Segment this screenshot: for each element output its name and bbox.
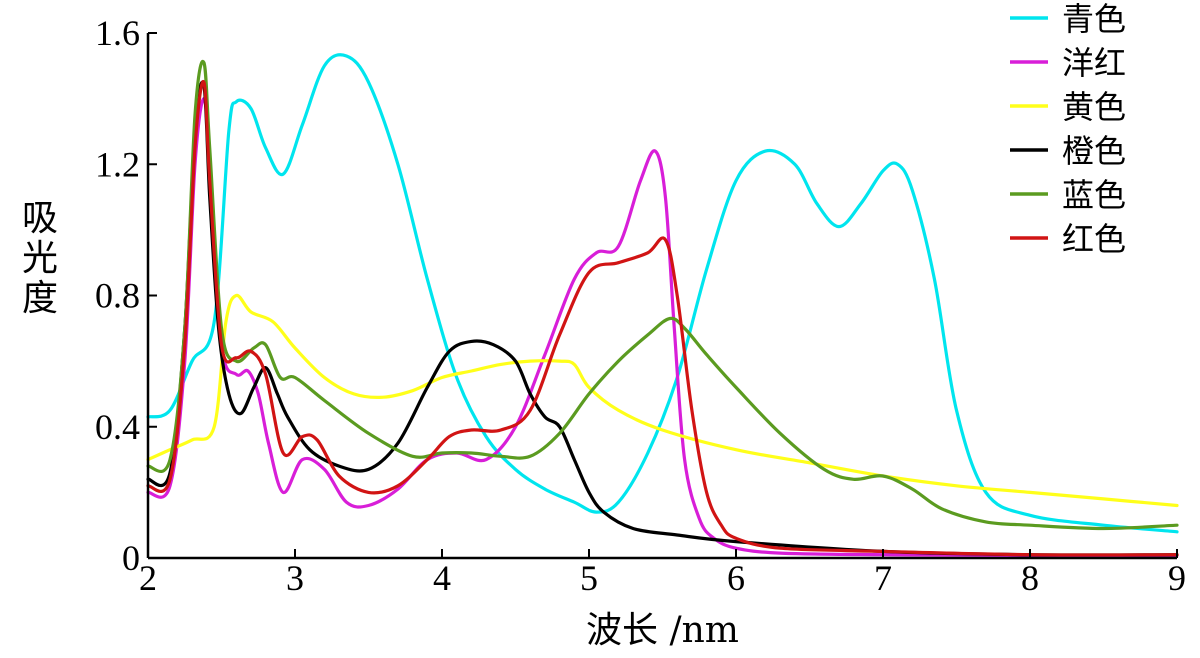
x-tick-label: 2: [139, 558, 157, 598]
y-tick-label: 0: [122, 538, 140, 578]
series-line-orange: [146, 80, 1179, 557]
y-ticks: 0 0.4 0.8 1.2 1.6: [95, 13, 157, 578]
y-tick-label: 1.2: [95, 144, 140, 184]
legend-label-red: 红色: [1062, 220, 1126, 258]
series-line-blue: [146, 59, 1179, 531]
axes: [146, 33, 1177, 560]
y-axis-title-char: 吸: [22, 198, 58, 239]
x-tick-label: 7: [874, 558, 892, 598]
x-tick-label: 9: [1168, 558, 1186, 598]
legend-label-blue: 蓝色: [1062, 176, 1126, 214]
series-line-magenta: [146, 97, 1179, 558]
y-axis-title-char: 光: [22, 238, 58, 279]
x-ticks: 2 3 4 5 6 7 8 9: [139, 549, 1186, 598]
plot-lines: [146, 53, 1179, 558]
legend-label-orange: 橙色: [1062, 132, 1126, 170]
x-tick-label: 5: [580, 558, 598, 598]
y-axis-title: 吸光度: [22, 198, 58, 319]
x-tick-label: 8: [1021, 558, 1039, 598]
series-line-red: [146, 79, 1179, 557]
legend-label-magenta: 洋红: [1062, 44, 1126, 82]
x-tick-label: 4: [433, 558, 451, 598]
series-line-cyan: [146, 53, 1179, 534]
x-axis-title: 波长 /nm: [586, 610, 739, 651]
legend-label-cyan: 青色: [1062, 0, 1126, 38]
y-tick-label: 0.8: [95, 276, 140, 316]
y-tick-label: 1.6: [95, 13, 140, 53]
x-tick-label: 6: [727, 558, 745, 598]
legend-label-yellow: 黄色: [1062, 88, 1126, 126]
x-tick-label: 3: [286, 558, 304, 598]
series-line-yellow: [146, 293, 1179, 508]
y-axis-title-char: 度: [22, 278, 58, 319]
y-tick-label: 0.4: [95, 407, 140, 447]
